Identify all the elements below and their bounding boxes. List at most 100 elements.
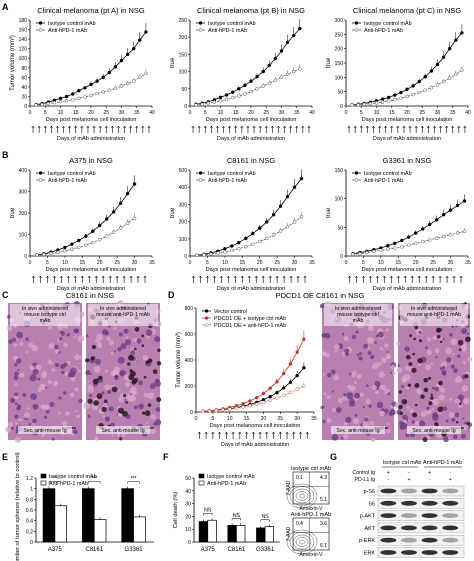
tissue-cell — [343, 421, 348, 426]
y-tick-label: 400 — [185, 358, 194, 364]
mab-arrowhead — [147, 125, 151, 129]
mab-arrowhead — [283, 125, 287, 129]
data-point — [132, 216, 137, 221]
data-point — [257, 226, 262, 230]
data-point — [420, 239, 425, 244]
mab-arrowhead — [68, 125, 72, 129]
label-backdrop — [331, 426, 385, 434]
x-tick-label: 20 — [404, 110, 410, 116]
x-tick-label: 15 — [240, 260, 246, 266]
mab-arrowhead — [215, 125, 219, 129]
bar — [256, 527, 266, 543]
legend-marker — [38, 28, 43, 32]
data-point — [77, 88, 81, 93]
tissue-cell — [155, 407, 161, 412]
stain-dot — [430, 396, 434, 400]
y-tick-label: 0 — [30, 540, 33, 546]
data-point — [275, 380, 279, 384]
mab-arrowhead — [371, 125, 375, 129]
y-tick-label: 50 — [337, 225, 343, 231]
mab-arrowhead — [289, 275, 293, 279]
data-point — [113, 65, 118, 69]
data-point — [89, 93, 93, 98]
tissue-cell — [384, 343, 389, 348]
tissue-cell — [14, 382, 18, 386]
tissue-cell — [68, 371, 76, 378]
x-tick-label: 30 — [448, 260, 454, 266]
data-point — [358, 251, 362, 256]
sig-bracket — [48, 481, 62, 484]
tissue-cell — [13, 343, 18, 348]
data-point — [90, 229, 95, 234]
y-tick-label: 180 — [19, 18, 28, 24]
blot-row-label: p-AKT — [360, 514, 376, 520]
x-tick-label: 5 — [360, 110, 363, 116]
x-tick-label: 15 — [244, 416, 250, 422]
tissue-cell — [364, 417, 369, 422]
tissue-cell — [25, 350, 29, 354]
tissue-cell — [63, 362, 68, 367]
sec-ab-label: Sec. anti-mouse Ig — [412, 428, 455, 434]
tissue-cell — [19, 341, 24, 346]
data-point — [288, 380, 293, 385]
tissue-cell — [432, 398, 440, 406]
data-point — [429, 85, 434, 90]
mab-arrowhead — [86, 125, 90, 129]
flow-x-label: Annexin-V — [299, 552, 323, 558]
mab-axis-label: Days of mAb administration — [221, 442, 289, 448]
mab-arrowhead — [445, 275, 449, 279]
data-point — [302, 366, 306, 370]
stain-dot — [436, 334, 441, 339]
mab-arrowhead — [246, 125, 250, 129]
tissue-cell — [83, 402, 91, 410]
y-axis-label: true — [326, 207, 332, 218]
data-point — [393, 97, 397, 102]
data-point — [299, 176, 304, 181]
stain-dot — [401, 398, 408, 405]
data-point — [275, 396, 279, 400]
data-point — [292, 220, 297, 224]
stain-dot — [141, 334, 145, 338]
stain-dot — [95, 378, 99, 381]
data-point — [281, 386, 286, 390]
y-axis-label: Cell death (%) — [173, 492, 179, 529]
tissue-cell — [417, 363, 421, 367]
mab-arrowhead — [222, 125, 226, 129]
ihc-label: In vivo administered — [100, 306, 146, 312]
x-tick-label: 15 — [80, 260, 86, 266]
tissue-cell — [452, 434, 458, 440]
mab-arrowhead — [272, 431, 276, 435]
tissue-cell — [114, 375, 119, 381]
data-point — [227, 407, 232, 411]
density-contour — [298, 493, 306, 499]
mab-arrowhead — [258, 125, 262, 129]
tissue-cell — [462, 360, 467, 365]
tissue-cell — [401, 385, 404, 388]
stain-dot — [128, 354, 134, 361]
data-point — [70, 98, 75, 102]
stain-dot — [130, 370, 136, 377]
x-tick-label: 30 — [119, 110, 125, 116]
x-axis-label: Days post melanoma cell inoculation — [362, 117, 453, 123]
tissue-cell — [385, 353, 392, 360]
data-point — [101, 90, 105, 94]
tissue-cell — [378, 371, 385, 378]
data-point — [84, 234, 88, 238]
stain-dot — [101, 406, 107, 413]
tissue-cell — [78, 398, 83, 403]
tissue-cell — [133, 405, 138, 410]
x-tick-label: 10 — [378, 260, 384, 266]
blot-sign: + — [449, 477, 452, 483]
y-tick-label: 80 — [21, 66, 27, 72]
data-point — [386, 95, 391, 100]
tissue-cell — [87, 384, 94, 391]
tissue-cell — [431, 408, 435, 411]
tissue-cell — [15, 421, 18, 425]
x-tick-label: 10 — [218, 110, 224, 116]
tissue-cell — [319, 303, 325, 309]
data-point — [77, 238, 81, 243]
data-point — [241, 405, 245, 409]
tissue-cell — [45, 386, 48, 389]
mab-arrowhead — [238, 431, 242, 435]
tissue-cell — [116, 433, 121, 437]
